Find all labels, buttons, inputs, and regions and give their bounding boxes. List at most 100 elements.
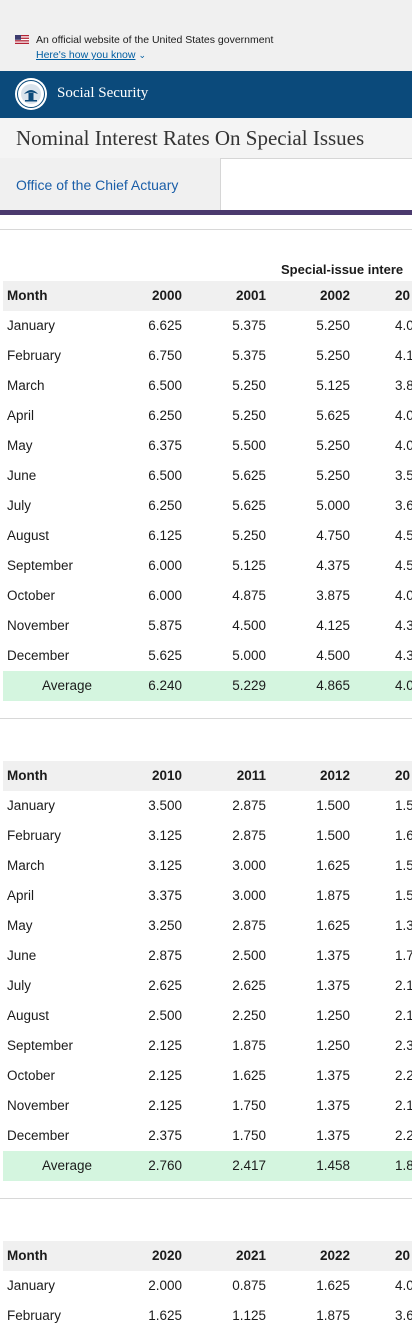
rate-cell: 1.375: [316, 1098, 350, 1113]
header-cell: Month: [7, 288, 48, 303]
rate-cell: 3.875: [316, 588, 350, 603]
rate-cell: 5.250: [232, 528, 266, 543]
header-cell: 2000: [151, 288, 182, 303]
rate-cell: 3.000: [232, 858, 266, 873]
table-caption: Special-issue intere: [281, 262, 404, 277]
rate-cell: 6.500: [148, 378, 182, 393]
rate-cell: 6.125: [148, 528, 182, 543]
header-cell: Month: [7, 768, 48, 783]
month-cell: November: [7, 618, 70, 633]
rate-cell: 4.0: [395, 588, 412, 603]
site-brand[interactable]: Social Security: [57, 85, 149, 101]
table-header-row: Month 2020 2021 2022 20: [3, 1241, 412, 1271]
rate-cell: 4.0: [395, 438, 412, 453]
section-divider-bar: [0, 210, 412, 215]
rate-cell: 5.375: [232, 318, 266, 333]
average-row: Average 2.760 2.417 1.458 1.8: [3, 1151, 412, 1181]
rate-cell: 3.6: [395, 498, 412, 513]
browser-top-strip: [0, 0, 412, 30]
month-cell: April: [7, 888, 35, 903]
rate-cell: 4.500: [232, 618, 266, 633]
rate-cell: 2.1: [395, 1008, 412, 1023]
header-cell: 2011: [236, 768, 266, 783]
average-cell: 2.760: [148, 1158, 182, 1173]
rate-cell: 2.500: [232, 948, 266, 963]
rate-cell: 3.250: [148, 918, 182, 933]
rate-cell: 0.875: [232, 1278, 266, 1293]
office-of-chief-actuary-link[interactable]: Office of the Chief Actuary: [16, 177, 179, 193]
rate-cell: 1.375: [316, 1128, 350, 1143]
header-cell: 2002: [319, 288, 350, 303]
month-cell: April: [7, 408, 35, 423]
rate-cell: 5.250: [316, 318, 350, 333]
rate-cell: 2.875: [148, 948, 182, 963]
table-row: August 6.125 5.250 4.750 4.5: [3, 521, 412, 551]
table-row: October 2.125 1.625 1.375 2.2: [3, 1061, 412, 1091]
header-cell: 2022: [319, 1248, 350, 1263]
rate-cell: 1.500: [316, 828, 350, 843]
rate-cell: 5.500: [232, 438, 266, 453]
rate-cell: 2.1: [395, 978, 412, 993]
rate-cell: 1.7: [395, 948, 412, 963]
ssa-seal-logo[interactable]: [14, 77, 48, 111]
heres-how-you-know-link[interactable]: Here's how you know ⌄: [36, 49, 146, 61]
rate-cell: 1.875: [316, 1308, 350, 1323]
rate-cell: 2.875: [232, 918, 266, 933]
rate-cell: 4.1: [395, 348, 412, 363]
section-separator: [0, 1198, 412, 1199]
month-cell: December: [7, 1128, 70, 1143]
rate-cell: 5.250: [316, 438, 350, 453]
rate-cell: 3.5: [395, 468, 412, 483]
table-row: November 2.125 1.750 1.375 2.1: [3, 1091, 412, 1121]
table-row: October 6.000 4.875 3.875 4.0: [3, 581, 412, 611]
month-cell: December: [7, 648, 70, 663]
average-label: Average: [42, 678, 93, 693]
rate-cell: 5.000: [232, 648, 266, 663]
rate-cell: 4.5: [395, 558, 412, 573]
rate-cell: 6.000: [148, 588, 182, 603]
rate-cell: 4.3: [395, 618, 412, 633]
rate-cell: 3.500: [148, 798, 182, 813]
rate-cell: 2.3: [395, 1038, 412, 1053]
rate-cell: 2.125: [148, 1098, 182, 1113]
rate-cell: 1.625: [232, 1068, 266, 1083]
table-row: February 1.625 1.125 1.875 3.6: [3, 1301, 412, 1331]
rate-cell: 1.750: [232, 1098, 266, 1113]
month-cell: June: [7, 948, 37, 963]
rate-cell: 3.375: [148, 888, 182, 903]
rate-cell: 1.375: [316, 1068, 350, 1083]
average-cell: 1.458: [316, 1158, 350, 1173]
month-cell: January: [7, 318, 56, 333]
average-label: Average: [42, 1158, 93, 1173]
gov-banner: An official website of the United States…: [0, 30, 412, 71]
header-cell: 2001: [235, 288, 266, 303]
month-cell: May: [7, 438, 33, 453]
rate-cell: 6.250: [148, 408, 182, 423]
rate-cell: 5.125: [316, 378, 350, 393]
month-cell: May: [7, 918, 33, 933]
rate-cell: 4.0: [395, 1278, 412, 1293]
table-row: May 3.250 2.875 1.625 1.3: [3, 911, 412, 941]
rate-cell: 1.5: [395, 888, 412, 903]
heres-how-you-know-label: Here's how you know: [36, 49, 136, 61]
rate-cell: 4.3: [395, 648, 412, 663]
header-cell: 2012: [319, 768, 350, 783]
table-row: January 2.000 0.875 1.625 4.0: [3, 1271, 412, 1301]
rate-cell: 5.250: [232, 408, 266, 423]
rate-cell: 5.625: [316, 408, 350, 423]
table-row: January 3.500 2.875 1.500 1.5: [3, 791, 412, 821]
header-cell: 20: [395, 1248, 411, 1263]
rate-cell: 1.6: [395, 828, 412, 843]
us-flag-icon: [15, 35, 29, 44]
header-cell: 2010: [151, 768, 182, 783]
rate-cell: 4.5: [395, 528, 412, 543]
gov-banner-text: An official website of the United States…: [36, 34, 274, 46]
table-row: September 2.125 1.875 1.250 2.3: [3, 1031, 412, 1061]
table-row: December 2.375 1.750 1.375 2.2: [3, 1121, 412, 1151]
rate-cell: 1.625: [316, 918, 350, 933]
table-row: July 6.250 5.625 5.000 3.6: [3, 491, 412, 521]
rate-cell: 3.6: [395, 1308, 412, 1323]
month-cell: October: [7, 1068, 56, 1083]
rate-cell: 4.0: [395, 408, 412, 423]
rate-cell: 2.2: [395, 1128, 412, 1143]
